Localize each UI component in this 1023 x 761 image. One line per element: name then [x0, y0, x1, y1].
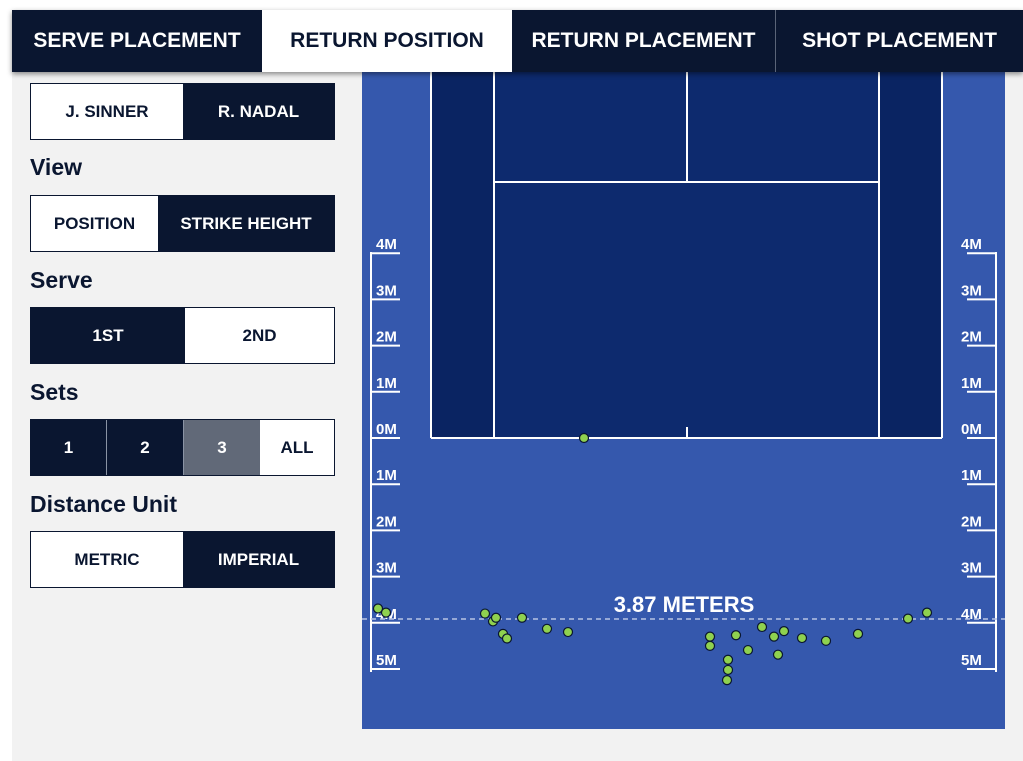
scale-label-left: 0M	[376, 421, 397, 438]
set-option-1[interactable]: 1	[31, 420, 106, 475]
scale-label-right: 2M	[961, 513, 982, 530]
return-position-point	[902, 613, 914, 624]
return-positions	[372, 432, 933, 686]
left-alley	[431, 72, 494, 438]
return-position-point	[372, 603, 384, 614]
return-position-point	[742, 644, 754, 656]
scale-label-left: 1M	[376, 375, 397, 392]
unit-option-metric[interactable]: METRIC	[31, 532, 183, 587]
player-selector: J. SINNER R. NADAL	[30, 83, 335, 140]
scale-label-left: 3M	[376, 282, 397, 299]
return-position-point	[768, 631, 780, 642]
view-option-strike-height[interactable]: STRIKE HEIGHT	[158, 196, 334, 251]
return-position-point	[722, 664, 734, 676]
scale-label-left: 3M	[376, 560, 397, 577]
return-position-point	[852, 628, 864, 639]
scale-label-right: 3M	[961, 560, 982, 577]
set-option-all[interactable]: ALL	[260, 420, 334, 475]
sets-selector: 1 2 3 ALL	[30, 419, 335, 476]
serve-option-1st[interactable]: 1ST	[31, 308, 185, 363]
scale-label-right: 1M	[961, 467, 982, 484]
tab-return-placement[interactable]: RETURN PLACEMENT	[531, 29, 756, 52]
scale-label-right: 5M	[961, 652, 982, 669]
tab-bar: SERVE PLACEMENT RETURN POSITION RETURN P…	[12, 10, 1023, 72]
set-option-2[interactable]: 2	[106, 420, 183, 475]
scale-label-right: 4M	[961, 606, 982, 623]
scale-label-left: 5M	[376, 652, 397, 669]
return-position-point	[490, 612, 502, 623]
return-position-point	[562, 626, 574, 638]
return-position-point	[704, 640, 716, 652]
scale-label-left: 2M	[376, 513, 397, 530]
court-svg: 4M 3M 2M 1M 0M 1M 2M 3M 4M 5M 4M 3M 2M 1M 0M 1M 2M 3M 4M 5…	[362, 72, 1005, 729]
return-position-point	[380, 607, 392, 618]
view-option-position[interactable]: POSITION	[31, 196, 158, 251]
return-position-point	[501, 633, 513, 644]
sets-heading: Sets	[30, 379, 79, 405]
serve-heading: Serve	[30, 267, 93, 293]
scale-label-right: 2M	[961, 329, 982, 346]
return-position-point	[730, 630, 742, 641]
player-option-nadal[interactable]: R. NADAL	[183, 84, 334, 139]
return-position-point	[756, 621, 768, 633]
scale-label-right: 3M	[961, 282, 982, 299]
return-position-point	[772, 649, 784, 660]
serve-selector: 1ST 2ND	[30, 307, 335, 364]
tab-shot-placement[interactable]: SHOT PLACEMENT	[775, 10, 1023, 72]
scale-label-right: 4M	[961, 236, 982, 253]
serve-option-2nd[interactable]: 2ND	[185, 308, 334, 363]
return-position-point	[479, 608, 491, 619]
scale-label-right: 0M	[961, 421, 982, 438]
return-position-point	[516, 612, 528, 623]
return-position-point	[722, 654, 734, 665]
return-position-point	[796, 632, 808, 644]
tab-return-position[interactable]: RETURN POSITION	[262, 10, 512, 72]
average-distance-label: 3.87 METERS	[614, 592, 755, 617]
view-selector: POSITION STRIKE HEIGHT	[30, 195, 335, 252]
return-position-point	[541, 623, 553, 634]
scale-label-left: 1M	[376, 467, 397, 484]
scale-label-right: 1M	[961, 375, 982, 392]
unit-option-imperial[interactable]: IMPERIAL	[183, 532, 334, 587]
scale-label-left: 2M	[376, 329, 397, 346]
tab-serve-placement[interactable]: SERVE PLACEMENT	[33, 29, 241, 52]
view-heading: View	[30, 154, 82, 180]
scale-right: 4M 3M 2M 1M 0M 1M 2M 3M 4M 5M	[961, 236, 997, 672]
set-option-3[interactable]: 3	[183, 420, 260, 475]
return-position-point	[578, 432, 590, 444]
court-view: 4M 3M 2M 1M 0M 1M 2M 3M 4M 5M 4M 3M 2M 1M 0M 1M 2M 3M 4M 5…	[362, 72, 1005, 729]
scale-label-left: 4M	[376, 236, 397, 253]
right-alley	[879, 72, 942, 438]
court-lines	[430, 72, 943, 439]
player-option-sinner[interactable]: J. SINNER	[31, 84, 183, 139]
distance-unit-heading: Distance Unit	[30, 491, 177, 517]
return-position-point	[778, 626, 790, 637]
distance-unit-selector: METRIC IMPERIAL	[30, 531, 335, 588]
return-position-point	[820, 635, 832, 646]
return-position-point	[721, 674, 733, 686]
return-position-point	[704, 631, 716, 642]
return-position-point	[921, 607, 933, 618]
